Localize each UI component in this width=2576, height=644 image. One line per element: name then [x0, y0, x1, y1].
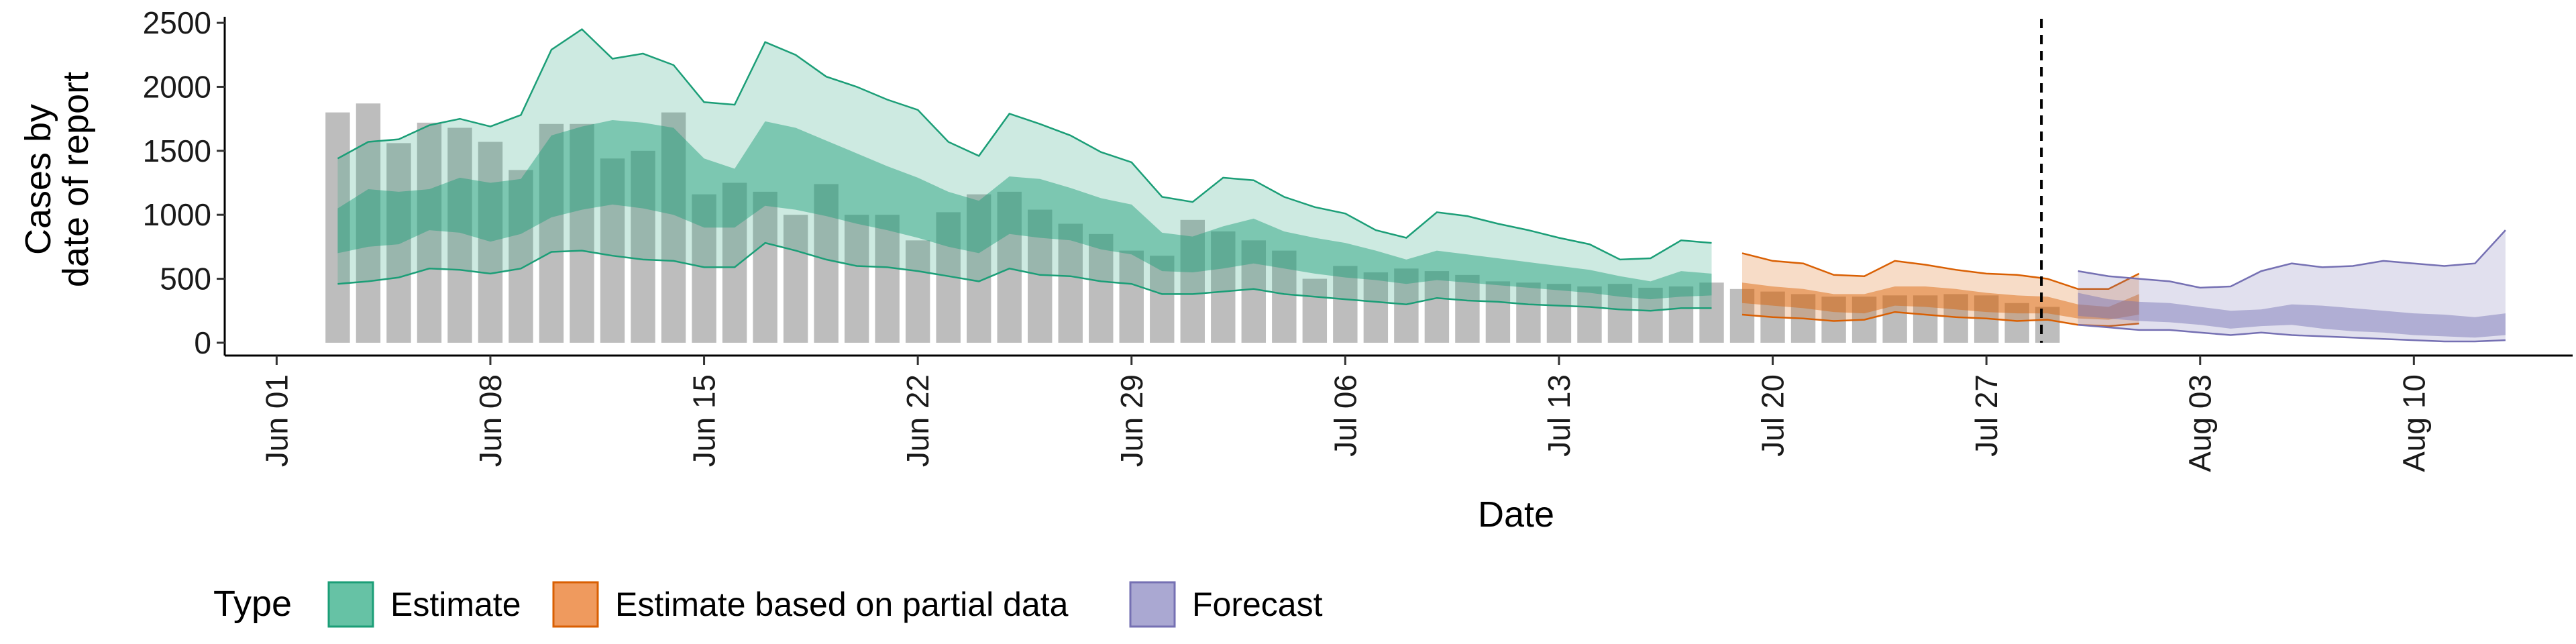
bar-reported-cases [539, 123, 564, 343]
x-tick-label: Jun 29 [1114, 374, 1149, 467]
legend-swatch [327, 581, 374, 628]
bar-reported-cases [1577, 286, 1602, 343]
bar-reported-cases [1211, 231, 1236, 343]
bar-reported-cases [417, 122, 442, 343]
bar-reported-cases [905, 240, 930, 343]
bar-reported-cases [1943, 294, 1968, 343]
bar-reported-cases [783, 215, 808, 343]
bar-reported-cases [1333, 266, 1358, 343]
bar-reported-cases [1089, 233, 1114, 343]
bar-reported-cases [1455, 274, 1480, 343]
bar-reported-cases [631, 150, 655, 343]
y-tick-label: 1000 [143, 197, 211, 232]
y-tick-label: 2000 [143, 69, 211, 104]
x-tick-label: Jul 06 [1328, 374, 1362, 457]
bar-reported-cases [844, 215, 869, 343]
y-tick-label: 1500 [143, 133, 211, 168]
axes [217, 17, 2573, 365]
bar-reported-cases [722, 182, 747, 343]
bar-reported-cases [1028, 209, 1053, 343]
bar-reported-cases [1302, 278, 1328, 343]
legend-label: Forecast [1192, 586, 1323, 623]
bar-reported-cases [692, 194, 716, 343]
bar-reported-cases [1241, 240, 1267, 343]
bar-reported-cases [875, 215, 900, 343]
x-tick-label: Jun 22 [900, 374, 935, 467]
bar-reported-cases [1394, 268, 1419, 343]
bar-reported-cases [356, 103, 381, 343]
legend-label: Estimate [390, 586, 521, 623]
band-90-estimate-based-on-partial-data [1742, 253, 2139, 327]
bar-reported-cases [1607, 284, 1633, 343]
legend-swatch [1129, 581, 1176, 628]
band-50-forecast [2078, 292, 2506, 338]
bar-reported-cases [1180, 219, 1205, 343]
band-90-forecast [2078, 230, 2506, 341]
bar-reported-cases [2004, 303, 2029, 343]
bar-reported-cases [1546, 284, 1572, 343]
bar-reported-cases [570, 123, 594, 343]
reported-cases-bars [325, 103, 2060, 343]
band-90-estimate [337, 29, 1712, 311]
bar-reported-cases [814, 184, 839, 343]
axis-labels: 0 500 1000 1500 2000 2500 Jun 01 Jun 08 Jun 15 Ju… [18, 5, 2431, 535]
legend-swatch [552, 581, 599, 628]
band-edge-upper-estimate-based-on-partial-data [1741, 252, 2140, 290]
bar-reported-cases [1668, 286, 1694, 343]
y-tick-label: 500 [160, 262, 211, 297]
bar-reported-cases [386, 143, 411, 343]
bar-reported-cases [600, 158, 625, 343]
y-axis-title: Cases bydate of report [18, 72, 96, 287]
bar-reported-cases [1638, 287, 1663, 343]
bar-reported-cases [966, 194, 991, 343]
band-50-estimate [337, 120, 1712, 300]
bar-reported-cases [1058, 223, 1083, 343]
bar-reported-cases [753, 191, 777, 343]
y-tick-label: 2500 [143, 5, 211, 40]
bar-reported-cases [1699, 282, 1724, 343]
bar-reported-cases [1424, 271, 1450, 343]
bar-reported-cases [325, 112, 350, 343]
legend-title: Type [213, 584, 292, 624]
bar-reported-cases [2035, 307, 2060, 343]
bar-reported-cases [478, 142, 503, 343]
band-50-estimate-based-on-partial-data [1742, 282, 2139, 320]
legend: Type Estimate Estimate based on partial da… [213, 581, 1323, 628]
x-tick-label: Aug 10 [2396, 374, 2431, 472]
legend-label: Estimate based on partial data [615, 586, 1069, 623]
x-tick-label: Jul 20 [1756, 374, 1790, 457]
y-tick-label: 0 [194, 325, 211, 360]
bar-reported-cases [447, 127, 472, 343]
bar-reported-cases [1150, 256, 1175, 343]
x-tick-label: Jun 15 [687, 374, 722, 467]
y-axis-title-line: date of report [56, 72, 96, 287]
bar-reported-cases [661, 112, 686, 343]
band-edge-lower-forecast [2078, 323, 2506, 343]
band-edge-lower-estimate-based-on-partial-data [1741, 311, 2139, 327]
band-edge-lower-estimate [337, 241, 1712, 312]
estimate-bands [337, 28, 2506, 343]
band-edge-upper-forecast [2078, 229, 2506, 289]
x-tick-label: Jun 08 [473, 374, 508, 467]
band-edge-upper-estimate [337, 28, 1712, 261]
x-tick-label: Aug 03 [2183, 374, 2218, 472]
y-axis-title-line: Cases by [18, 104, 58, 255]
x-tick-label: Jul 27 [1969, 374, 2004, 457]
bar-reported-cases [1882, 295, 1907, 343]
bar-reported-cases [1913, 295, 1938, 343]
bar-reported-cases [508, 170, 533, 343]
x-axis-title: Date [1478, 494, 1554, 535]
bar-reported-cases [997, 191, 1022, 343]
x-tick-label: Jul 13 [1542, 374, 1576, 457]
x-tick-label: Jun 01 [259, 374, 294, 467]
bar-reported-cases [1119, 250, 1144, 343]
bar-reported-cases [1272, 250, 1297, 343]
bar-reported-cases [1485, 281, 1511, 343]
bar-reported-cases [1363, 272, 1389, 343]
bar-reported-cases [1516, 282, 1541, 343]
